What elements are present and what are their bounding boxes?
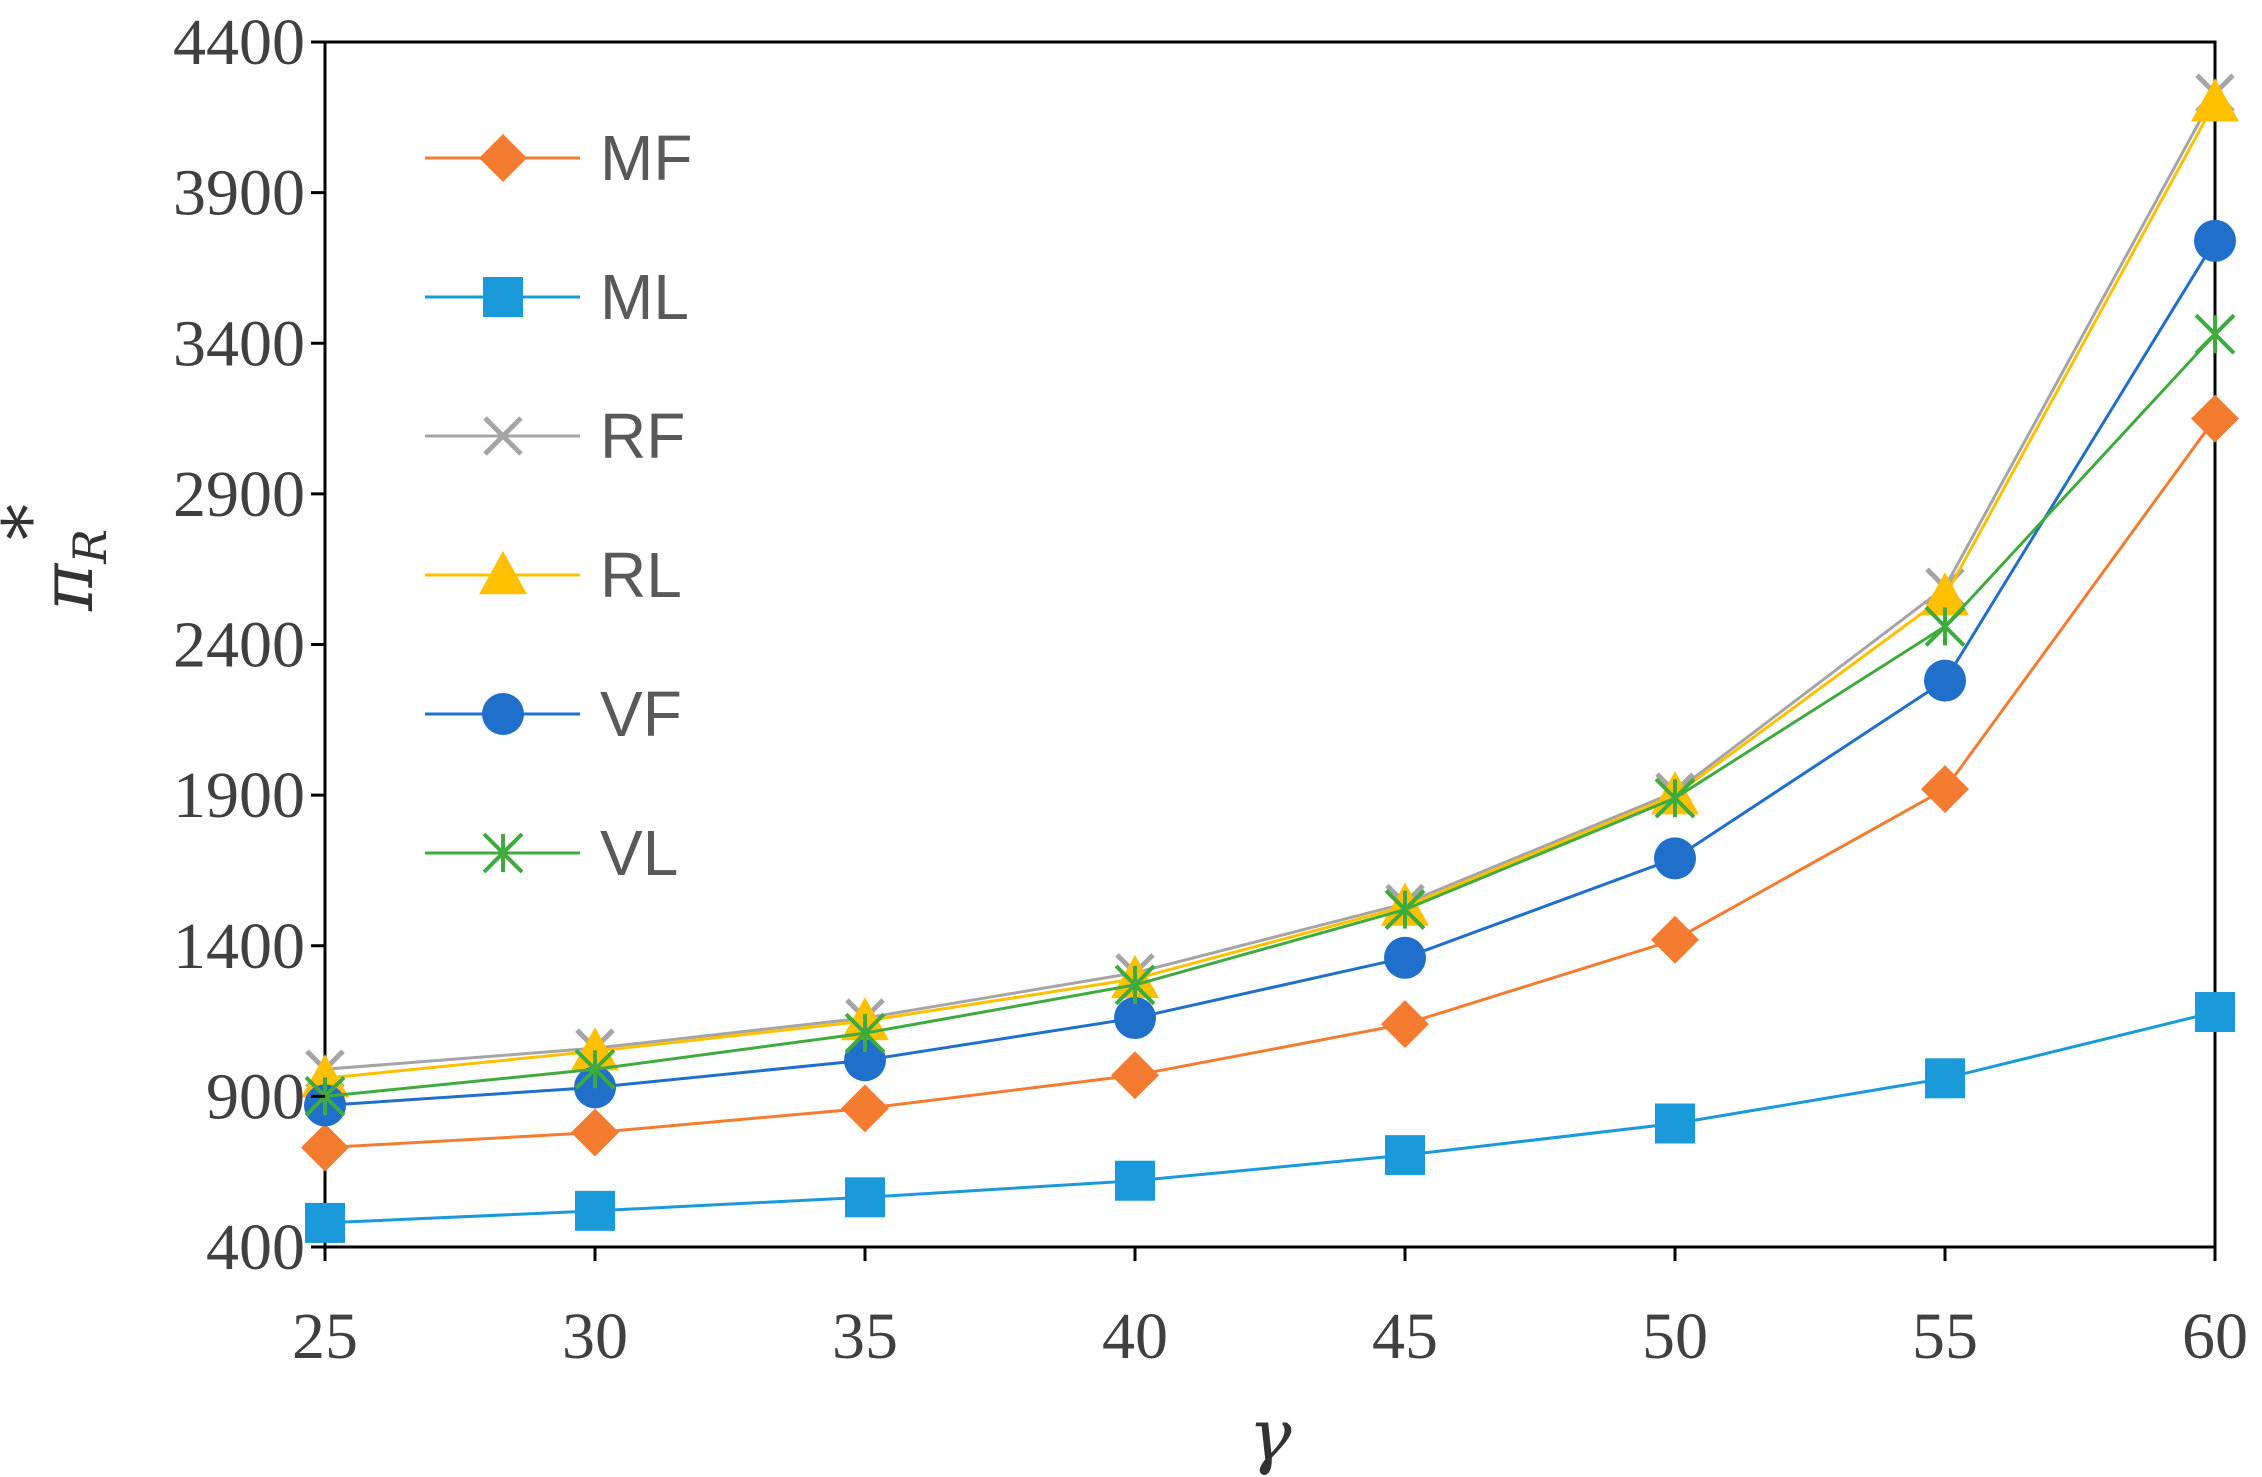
- y-tick-label: 2900: [173, 458, 305, 531]
- x-tick-label: 60: [2182, 1300, 2248, 1373]
- series-mf: [301, 394, 2239, 1172]
- y-axis-ticks: 400 900 1400 1900 2400 2900 3400 3900 4400: [173, 6, 325, 1284]
- legend-label-vl: VL: [600, 817, 678, 889]
- legend-item-rl: RL: [425, 539, 682, 611]
- data-point-mf: [1381, 1000, 1429, 1049]
- legend-label-rf: RF: [600, 400, 685, 472]
- data-point-rl: [1921, 572, 1969, 616]
- legend-marker-vf: [482, 693, 524, 735]
- x-tick-label: 35: [832, 1300, 898, 1373]
- data-point-ml: [845, 1177, 885, 1218]
- legend-marker-vl: [482, 832, 524, 874]
- data-point-ml: [305, 1202, 345, 1243]
- legend-label-mf: MF: [600, 122, 692, 194]
- data-point-ml: [575, 1190, 615, 1231]
- data-point-ml: [1655, 1103, 1695, 1144]
- series-line-rl: [324, 101, 2217, 1080]
- data-point-vf: [1384, 936, 1426, 979]
- data-point-mf: [1651, 915, 1699, 964]
- legend-label-rl: RL: [600, 539, 682, 611]
- legend-marker-rl: [479, 551, 527, 595]
- legend-marker-mf: [479, 134, 527, 182]
- series-line-rf: [324, 92, 2217, 1071]
- data-point-vl: [1924, 606, 1966, 647]
- y-tick-label: 1900: [173, 759, 305, 832]
- data-point-vf: [1924, 659, 1966, 702]
- y-tick-label: 3400: [173, 307, 305, 380]
- legend-marker-rf: [483, 416, 523, 456]
- x-tick-label: 50: [1642, 1300, 1708, 1373]
- y-tick-label: 900: [206, 1060, 305, 1133]
- x-tick-label: 30: [562, 1300, 628, 1373]
- legend-marker-ml: [483, 277, 523, 317]
- data-point-vf: [1654, 837, 1696, 880]
- data-point-mf: [1111, 1051, 1159, 1100]
- legend-label-ml: ML: [600, 261, 689, 333]
- series-ml: [305, 992, 2235, 1243]
- series-vf: [304, 219, 2236, 1127]
- series-rl: [301, 78, 2239, 1098]
- legend: MF ML RF RL VF VL: [425, 122, 692, 889]
- data-point-vf: [2194, 219, 2236, 262]
- legend-item-vf: VF: [425, 678, 682, 750]
- legend-label-vf: VF: [600, 678, 682, 750]
- data-point-ml: [1115, 1160, 1155, 1201]
- x-tick-label: 25: [292, 1300, 358, 1373]
- x-axis-title: γ: [1248, 1393, 1292, 1477]
- series-vl: [304, 313, 2236, 1117]
- y-axis-title-symbol: π: [25, 562, 109, 612]
- y-tick-label: 3900: [173, 157, 305, 230]
- legend-item-mf: MF: [425, 122, 692, 194]
- series-layer: [301, 73, 2239, 1243]
- x-axis-ticks: 25 30 35 40 45 50 55 60: [292, 1247, 2248, 1373]
- x-tick-label: 45: [1372, 1300, 1438, 1373]
- svg-text:πR: πR: [25, 529, 117, 612]
- data-point-vf: [1114, 997, 1156, 1040]
- data-point-vf: [844, 1039, 886, 1082]
- y-axis-title-superscript: *: [0, 504, 71, 540]
- series-line-vl: [324, 333, 2217, 1098]
- data-point-vl: [1654, 777, 1696, 819]
- y-tick-label: 4400: [173, 6, 305, 79]
- legend-item-rf: RF: [425, 400, 685, 472]
- data-point-rl: [2191, 78, 2239, 122]
- series-line-mf: [324, 417, 2217, 1150]
- data-point-vl: [1114, 964, 1156, 1006]
- data-point-mf: [1921, 765, 1969, 814]
- data-point-vl: [2194, 313, 2236, 355]
- x-tick-label: 55: [1912, 1300, 1978, 1373]
- data-point-ml: [1385, 1135, 1425, 1176]
- data-point-vl: [574, 1048, 616, 1090]
- x-tick-label: 40: [1102, 1300, 1168, 1373]
- legend-item-ml: ML: [425, 261, 689, 333]
- data-point-mf: [2191, 394, 2239, 443]
- y-tick-label: 1400: [173, 910, 305, 983]
- y-axis-title: πR *: [0, 504, 117, 612]
- data-point-mf: [841, 1084, 889, 1133]
- data-point-vl: [1384, 889, 1426, 931]
- y-tick-label: 2400: [173, 609, 305, 682]
- data-point-mf: [301, 1123, 349, 1172]
- y-tick-label: 400: [206, 1211, 305, 1284]
- data-point-mf: [571, 1108, 619, 1157]
- data-point-ml: [2195, 992, 2235, 1033]
- series-line-vf: [324, 240, 2217, 1107]
- series-line-ml: [324, 1010, 2216, 1225]
- data-point-vl: [844, 1012, 886, 1054]
- y-axis-title-subscript: R: [63, 529, 117, 565]
- data-point-ml: [1925, 1058, 1965, 1099]
- legend-item-vl: VL: [425, 817, 678, 889]
